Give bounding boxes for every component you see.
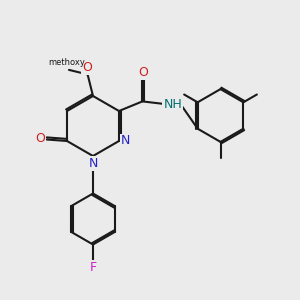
Text: O: O bbox=[82, 61, 92, 74]
Text: N: N bbox=[88, 157, 98, 170]
Text: methoxy: methoxy bbox=[48, 58, 85, 67]
Text: F: F bbox=[89, 261, 97, 274]
Text: NH: NH bbox=[163, 98, 182, 111]
Text: N: N bbox=[121, 134, 130, 148]
Text: O: O bbox=[35, 132, 45, 146]
Text: O: O bbox=[138, 66, 148, 79]
